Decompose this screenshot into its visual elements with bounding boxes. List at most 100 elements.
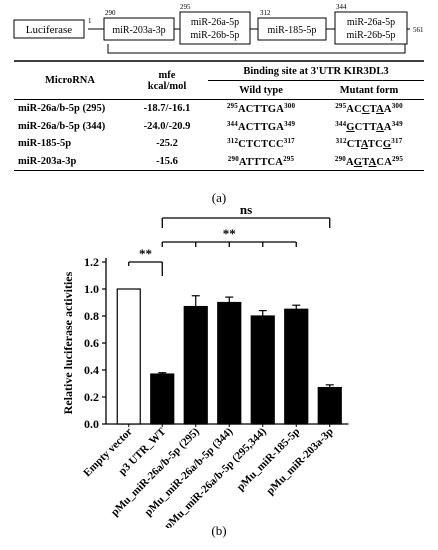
row-mutant-form: 290AGTACA295 <box>314 153 424 171</box>
header-microrna: MicroRNA <box>45 75 95 86</box>
wt-start: 312 <box>227 137 239 146</box>
site-pos-290: 290 <box>105 9 116 17</box>
site-label-26b-344: miR-26b-5p <box>347 30 396 41</box>
mutated-base: A <box>368 156 377 168</box>
wt-sequence: ACTTGA <box>237 121 285 133</box>
row-mutant-form: 312CTATCG317 <box>314 135 424 153</box>
y-tick-label: 0.2 <box>84 390 99 404</box>
mutated-base: G <box>353 156 363 168</box>
luciferase-label: Luciferase <box>26 24 73 36</box>
table-row: miR-203a-3p -15.6 290ATTTCA295 290AGTACA295 <box>14 153 424 171</box>
mu-end: 300 <box>391 102 403 111</box>
mutated-base: G <box>346 121 355 133</box>
row-wild-type: 295ACTTGA300 <box>208 100 314 118</box>
utr-start-label: 1 <box>88 17 92 25</box>
row-wild-type: 290ATTTCA295 <box>208 153 314 171</box>
table-row: miR-26a/b-5p (295) -18.7/-16.1 295ACTTGA30… <box>14 100 424 118</box>
site-box-26-344 <box>334 11 408 45</box>
wt-start: 295 <box>226 102 238 111</box>
row-mutant-form: 295ACCTAA300 <box>314 100 424 118</box>
utr-end-label: 561 <box>413 26 424 34</box>
table-row: miR-26a/b-5p (344) -24.0/-20.9 344ACTTGA34… <box>14 118 424 136</box>
y-tick-label: 0.6 <box>84 336 99 350</box>
bar <box>116 288 141 425</box>
row-microrna: miR-185-5p <box>18 138 72 150</box>
site-label-26b-295: miR-26b-5p <box>191 30 240 41</box>
mutant-segment: A <box>346 156 354 168</box>
site-box-203a <box>103 17 175 41</box>
significance-label: ns <box>240 202 252 217</box>
construct-diagram: Luciferase 1 561 290 miR-203a-3p 295 miR… <box>13 3 424 62</box>
mutated-base: A <box>360 139 368 151</box>
site-pos-312: 312 <box>260 9 271 17</box>
mutant-segment: CA <box>376 156 392 168</box>
mutated-base: G <box>382 139 392 151</box>
significance-label: ** <box>139 246 152 261</box>
wt-start: 290 <box>227 154 239 163</box>
luciferase-box <box>13 19 85 39</box>
wt-sequence: CTCTCC <box>238 139 284 151</box>
site-label-26a-295: miR-26a-5p <box>191 17 239 28</box>
mutated-base: A <box>376 121 384 133</box>
row-mfe: -15.6 <box>156 155 178 167</box>
mu-start: 344 <box>335 119 347 128</box>
row-mfe: -18.7/-16.1 <box>143 103 191 115</box>
header-mutant-form: Mutant form <box>339 84 399 96</box>
y-tick-label: 0.8 <box>84 309 99 323</box>
wt-end: 317 <box>283 137 295 146</box>
mu-start: 312 <box>335 137 347 146</box>
y-tick-label: 1.2 <box>84 255 99 269</box>
header-binding-site: Binding site at 3'UTR KIR3DL3 <box>208 62 424 81</box>
sites-bracket <box>107 44 406 54</box>
mutant-segment: TC <box>367 139 383 151</box>
bar <box>217 301 242 425</box>
mutant-segment: A <box>383 121 392 133</box>
site-label-185: miR-185-5p <box>268 25 317 36</box>
mu-start: 290 <box>334 154 346 163</box>
row-microrna: miR-26a/b-5p (295) <box>18 103 106 115</box>
significance-label: ** <box>223 226 236 241</box>
row-mfe: -24.0/-20.9 <box>143 120 191 132</box>
y-tick-label: 0.0 <box>84 417 99 431</box>
luciferase-bar-chart: 0.0 0.2 0.4 0.6 0.8 1.0 1.2 Relative luciferase… <box>61 202 349 528</box>
header-mfe: mfe kcal/mol <box>126 62 208 100</box>
mutant-segment: CT <box>346 139 361 151</box>
mu-end: 349 <box>391 119 403 128</box>
mutated-base: A <box>376 104 384 116</box>
bar <box>250 315 275 425</box>
wt-end: 349 <box>284 119 296 128</box>
mu-start: 295 <box>335 102 347 111</box>
wt-sequence: ATTTCA <box>238 156 284 168</box>
row-wild-type: 344ACTTGA349 <box>208 118 314 136</box>
site-pos-344: 344 <box>336 3 347 11</box>
wt-start: 344 <box>226 119 238 128</box>
row-mutant-form: 344GCTTAA349 <box>314 118 424 136</box>
bar <box>317 386 342 425</box>
mutant-segment: A <box>383 104 392 116</box>
site-box-185 <box>257 17 327 41</box>
site-pos-295: 295 <box>180 3 191 11</box>
row-microrna: miR-203a-3p <box>18 155 77 167</box>
site-box-26-295 <box>179 11 251 45</box>
wt-end: 295 <box>283 154 295 163</box>
bar <box>183 305 208 425</box>
mu-end: 317 <box>391 137 403 146</box>
mu-end: 295 <box>391 154 404 163</box>
row-wild-type: 312CTCTCC317 <box>208 135 314 153</box>
row-mfe: -25.2 <box>156 138 178 150</box>
header-mfe-unit: kcal/mol <box>147 80 187 92</box>
binding-site-table: MicroRNA mfe kcal/mol Binding site at 3'U… <box>14 62 424 171</box>
mutant-segment: T <box>362 156 369 168</box>
mutant-segment: CTT <box>354 121 377 133</box>
mutant-segment: T <box>369 104 377 116</box>
mutated-base: C <box>361 104 370 116</box>
y-tick-label: 1.0 <box>84 282 99 296</box>
caption-a: (a) <box>211 190 227 205</box>
bar <box>150 373 175 425</box>
header-wild-type: Wild type <box>239 84 283 96</box>
site-label-203a: miR-203a-3p <box>112 25 165 36</box>
site-label-26a-344: miR-26a-5p <box>347 17 395 28</box>
y-tick-label: 0.4 <box>84 363 99 377</box>
wt-sequence: ACTTGA <box>237 104 285 116</box>
caption-b: (b) <box>211 523 227 538</box>
